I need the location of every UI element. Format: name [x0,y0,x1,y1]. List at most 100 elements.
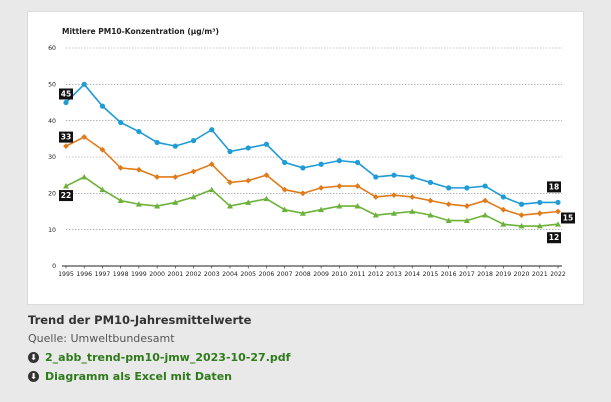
series-2 [63,134,561,219]
excel-download-link[interactable]: ⬇ Diagramm als Excel mit Daten [28,370,232,383]
x-tick-label: 2013 [386,271,402,278]
data-point [500,194,506,200]
x-tick-label: 2019 [495,271,511,278]
y-tick-label: 20 [48,191,56,198]
data-point [409,194,416,200]
data-point [99,186,106,193]
x-tick-label: 2010 [331,271,347,278]
data-point [336,183,343,189]
download-icon: ⬇ [28,352,39,363]
data-point [117,197,124,203]
x-tick-label: 2006 [259,271,275,278]
data-point [318,184,325,191]
data-point [190,168,197,175]
data-point [135,201,142,207]
data-point [445,217,452,223]
figure-caption: Trend der PM10-Jahresmittelwerte [28,313,252,327]
data-point [409,174,415,180]
data-point [227,203,233,209]
data-point [190,138,197,144]
data-point [555,208,561,215]
data-point [318,161,324,167]
data-point [372,194,379,200]
y-tick-label: 0 [52,263,56,270]
x-tick-label: 2002 [186,271,202,278]
x-tick-label: 2018 [477,271,493,278]
data-label-box [59,88,73,100]
data-point [555,221,561,227]
data-label-text: 33 [61,133,71,142]
data-point [99,103,106,109]
data-point [518,212,525,219]
x-tick-label: 2022 [550,271,566,278]
data-labels: 45 18 33 15 22 12 [59,88,575,244]
data-point [391,172,397,178]
series-layer [63,81,561,229]
data-point [482,197,489,204]
data-label: 15 [561,212,575,224]
data-point [154,174,161,180]
download-icon: ⬇ [28,371,39,382]
data-point [372,212,379,218]
data-label-box [547,181,561,193]
data-point [373,174,379,180]
data-point [282,159,288,166]
x-tick-label: 2004 [222,271,238,278]
x-tick-label: 1999 [131,271,147,278]
y-tick-label: 60 [48,45,56,52]
data-point [391,210,397,216]
data-point [555,199,561,206]
x-tick-label: 2005 [240,271,256,278]
data-point [536,223,543,229]
data-point [227,179,233,186]
data-label: 18 [547,181,561,193]
x-tick-label: 1995 [58,271,74,278]
data-point [245,145,251,151]
data-label-box [547,232,561,244]
x-tick-label: 2000 [149,271,165,278]
data-point [336,158,342,164]
data-point [354,203,361,209]
data-label: 12 [547,232,561,244]
data-point [63,143,69,149]
data-point [500,221,507,227]
x-tick-label: 2007 [277,271,293,278]
x-tick-label: 2011 [350,271,366,278]
data-point [117,165,124,171]
pdf-download-label: 2_abb_trend-pm10-jmw_2023-10-27.pdf [45,351,291,364]
data-point [445,201,452,208]
figure-source: Quelle: Umweltbundesamt [28,332,175,345]
x-tick-label: 1996 [76,271,92,278]
data-point [354,183,361,189]
data-point [154,203,161,209]
data-point [81,134,88,140]
data-point [427,197,434,204]
data-point [446,185,452,191]
data-point [354,159,361,166]
data-point [500,206,507,213]
data-point [463,203,470,209]
chart-container: 0 10 20 30 40 50 60 1995 1996 1997 1998 1999 2000 200… [28,12,583,304]
chart-title: Mittlere PM10-Konzentration (µg/m³) [62,27,219,36]
data-point [209,127,215,133]
y-tick-label: 30 [48,154,56,161]
data-label-text: 45 [61,90,71,99]
data-label-text: 18 [549,182,559,191]
x-tick-label: 2008 [295,271,311,278]
x-tick-label: 1998 [113,271,129,278]
excel-download-label: Diagramm als Excel mit Daten [45,370,232,383]
series-3 [63,173,561,229]
y-tick-label: 50 [48,82,56,89]
x-tick-label: 2012 [368,271,384,278]
x-tick-label: 1997 [95,271,111,278]
data-point [299,190,306,197]
data-point [518,201,525,207]
data-label: 33 [59,131,73,143]
pdf-download-link[interactable]: ⬇ 2_abb_trend-pm10-jmw_2023-10-27.pdf [28,351,290,364]
data-point [245,199,252,205]
data-point [318,206,325,213]
data-label-text: 15 [563,214,573,223]
data-point [482,212,489,218]
